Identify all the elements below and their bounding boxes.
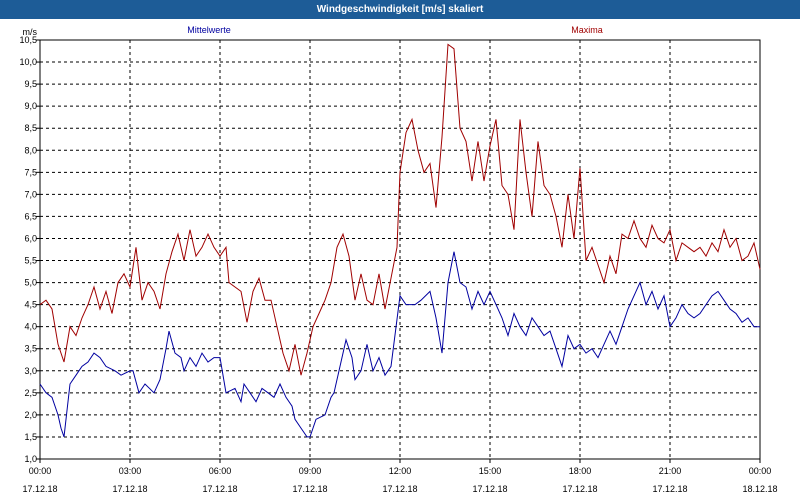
x-tick-date: 18.12.18 — [742, 484, 777, 494]
x-tick-time: 18:00 — [569, 466, 592, 476]
x-tick-date: 17.12.18 — [112, 484, 147, 494]
x-tick-time: 12:00 — [389, 466, 412, 476]
y-tick-label: 1,0 — [24, 454, 37, 464]
x-tick-date: 17.12.18 — [22, 484, 57, 494]
y-tick-label: 10,0 — [19, 57, 37, 67]
y-axis-label: m/s — [23, 27, 38, 37]
series-line-mittelwerte — [39, 251, 760, 438]
x-tick-time: 09:00 — [299, 466, 322, 476]
y-tick-label: 6,5 — [24, 211, 37, 221]
x-tick-date: 17.12.18 — [202, 484, 237, 494]
y-tick-label: 4,0 — [24, 322, 37, 332]
y-tick-label: 9,0 — [24, 101, 37, 111]
x-tick-time: 03:00 — [119, 466, 142, 476]
grid-lines — [40, 40, 760, 459]
x-tick-time: 00:00 — [29, 466, 52, 476]
x-tick-time: 06:00 — [209, 466, 232, 476]
y-tick-label: 5,5 — [24, 256, 37, 266]
x-tick-date: 17.12.18 — [472, 484, 507, 494]
x-axis-ticks: 00:00 17.12.18 03:00 17.12.18 06:00 17.12.18 0… — [22, 459, 778, 494]
y-tick-label: 8,5 — [24, 123, 37, 133]
series-lines — [39, 43, 761, 438]
chart-title: Windgeschwindigkeit [m/s] skaliert — [0, 0, 800, 19]
legend-entry-mittelwerte: Mittelwerte — [187, 25, 231, 35]
x-tick-date: 17.12.18 — [652, 484, 687, 494]
y-tick-label: 3,5 — [24, 344, 37, 354]
y-tick-label: 7,0 — [24, 189, 37, 199]
wind-speed-chart: 1,0 1,5 2,0 2,5 3,0 3,5 4,0 4,5 5,0 5,5 6,0 6,5 7,0 7… — [19, 25, 778, 494]
x-tick-date: 17.12.18 — [562, 484, 597, 494]
y-tick-label: 6,0 — [24, 233, 37, 243]
y-tick-label: 4,5 — [24, 300, 37, 310]
y-tick-label: 2,5 — [24, 388, 37, 398]
y-tick-label: 5,0 — [24, 278, 37, 288]
x-tick-date: 17.12.18 — [292, 484, 327, 494]
y-tick-label: 9,5 — [24, 79, 37, 89]
y-tick-label: 3,0 — [24, 366, 37, 376]
x-tick-time: 15:00 — [479, 466, 502, 476]
y-tick-label: 2,0 — [24, 410, 37, 420]
y-tick-label: 10,5 — [19, 35, 37, 45]
y-tick-label: 8,0 — [24, 145, 37, 155]
y-tick-label: 7,5 — [24, 167, 37, 177]
x-tick-time: 00:00 — [749, 466, 772, 476]
y-axis-ticks: 1,0 1,5 2,0 2,5 3,0 3,5 4,0 4,5 5,0 5,5 6,0 6,5 7,0 7… — [19, 35, 40, 464]
x-tick-time: 21:00 — [659, 466, 682, 476]
legend-entry-maxima: Maxima — [571, 25, 603, 35]
y-tick-label: 1,5 — [24, 432, 37, 442]
x-tick-date: 17.12.18 — [382, 484, 417, 494]
series-line-maxima — [39, 43, 761, 376]
